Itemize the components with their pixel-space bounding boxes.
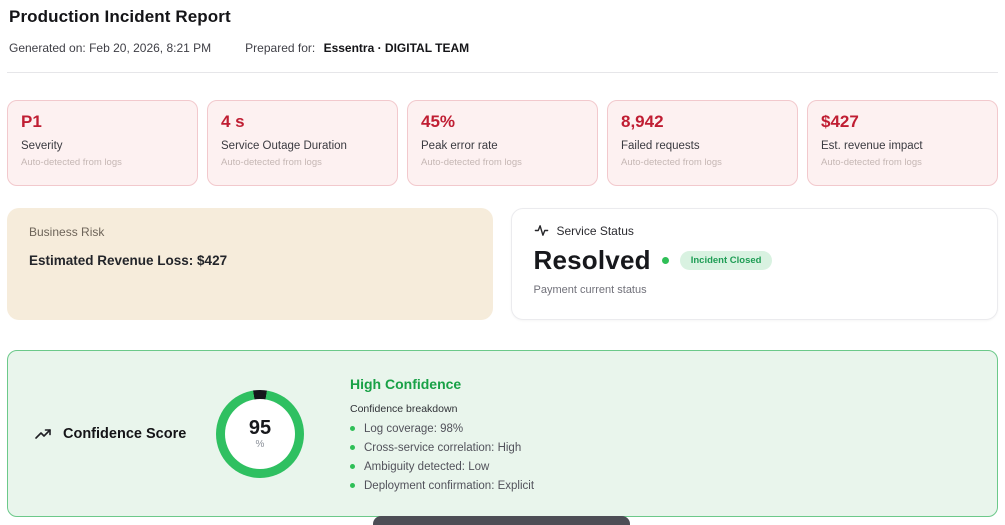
status-dot-icon: [661, 257, 669, 264]
breakdown-item-text: Ambiguity detected: Low: [364, 460, 490, 473]
bullet-dot-icon: [350, 426, 355, 431]
confidence-gauge-inner: 95 %: [225, 398, 295, 469]
metric-label: Failed requests: [621, 140, 700, 152]
service-status-card: Service Status Resolved Incident Closed …: [510, 208, 998, 320]
business-risk-title: Business Risk: [29, 225, 105, 239]
metric-card-severity: P1 Severity Auto-detected from logs: [7, 100, 198, 186]
confidence-gauge: 95 %: [216, 389, 304, 478]
metrics-row: P1 Severity Auto-detected from logs 4 s …: [7, 100, 998, 186]
business-risk-card: Business Risk Estimated Revenue Loss: $4…: [7, 208, 493, 320]
metric-value: 4 s: [221, 112, 245, 131]
metric-note: Auto-detected from logs: [621, 157, 722, 168]
breakdown-item-cross-service: Cross-service correlation: High: [350, 442, 534, 454]
confidence-breakdown-label: Confidence breakdown: [350, 402, 458, 415]
service-status-title: Service Status: [556, 223, 634, 238]
metric-value: P1: [21, 112, 42, 131]
breakdown-item-text: Log coverage: 98%: [364, 422, 464, 435]
business-risk-value: Estimated Revenue Loss: $427: [29, 253, 228, 268]
metric-label: Severity: [21, 140, 63, 152]
confidence-score-value: 95: [248, 416, 272, 439]
incident-closed-badge: Incident Closed: [679, 251, 773, 270]
metric-note: Auto-detected from logs: [21, 157, 122, 168]
metric-value: $427: [821, 112, 859, 131]
confidence-score-label: Confidence Score: [63, 425, 187, 442]
breakdown-item-deployment: Deployment confirmation: Explicit: [350, 480, 534, 492]
bullet-dot-icon: [350, 464, 355, 469]
metric-label: Peak error rate: [421, 140, 498, 152]
metric-note: Auto-detected from logs: [221, 157, 322, 168]
prepared-for: Prepared for: Essentra · DIGITAL TEAM: [245, 41, 469, 55]
prepared-for-value: Essentra · DIGITAL TEAM: [323, 41, 470, 55]
metric-note: Auto-detected from logs: [821, 157, 922, 168]
summary-row: Business Risk Estimated Revenue Loss: $4…: [7, 208, 998, 320]
metric-value: 45%: [421, 112, 456, 131]
confidence-label-group: Confidence Score: [34, 425, 216, 443]
breakdown-item-log-coverage: Log coverage: 98%: [350, 423, 534, 435]
bullet-dot-icon: [350, 445, 355, 450]
metric-card-failed-requests: 8,942 Failed requests Auto-detected from…: [607, 100, 798, 186]
confidence-breakdown-list: Log coverage: 98% Cross-service correlat…: [350, 423, 534, 492]
metric-note: Auto-detected from logs: [421, 157, 522, 168]
activity-icon: [534, 223, 549, 238]
bullet-dot-icon: [350, 483, 355, 488]
prepared-for-label: Prepared for:: [245, 41, 316, 55]
service-status-row: Resolved Incident Closed: [534, 245, 976, 276]
confidence-heading: High Confidence: [350, 375, 462, 392]
confidence-panel: Confidence Score 95 % High Confidence Co…: [7, 350, 998, 517]
trending-up-icon: [34, 425, 52, 443]
report-meta: Generated on: Feb 20, 2026, 8:21 PM Prep…: [9, 41, 998, 55]
metric-label: Service Outage Duration: [221, 140, 347, 152]
metric-value: 8,942: [621, 112, 664, 131]
header-divider: [7, 72, 998, 73]
service-status-value: Resolved: [533, 245, 651, 275]
generated-on-label: Generated on:: [9, 41, 86, 55]
generated-on: Generated on: Feb 20, 2026, 8:21 PM: [9, 41, 211, 55]
breakdown-item-text: Cross-service correlation: High: [364, 441, 522, 454]
below-fold-panel-edge: [373, 516, 630, 525]
metric-label: Est. revenue impact: [821, 140, 923, 152]
service-status-subtext: Payment current status: [533, 284, 647, 296]
generated-on-value: Feb 20, 2026, 8:21 PM: [89, 41, 212, 55]
breakdown-item-text: Deployment confirmation: Explicit: [364, 479, 535, 492]
metric-card-outage-duration: 4 s Service Outage Duration Auto-detecte…: [207, 100, 398, 186]
breakdown-item-ambiguity: Ambiguity detected: Low: [350, 461, 534, 473]
confidence-detail: High Confidence Confidence breakdown Log…: [350, 376, 534, 492]
confidence-score-unit: %: [255, 438, 265, 450]
page-title: Production Incident Report: [9, 7, 231, 26]
service-status-header: Service Status: [534, 223, 976, 238]
metric-card-peak-error-rate: 45% Peak error rate Auto-detected from l…: [407, 100, 598, 186]
metric-card-revenue-impact: $427 Est. revenue impact Auto-detected f…: [807, 100, 998, 186]
